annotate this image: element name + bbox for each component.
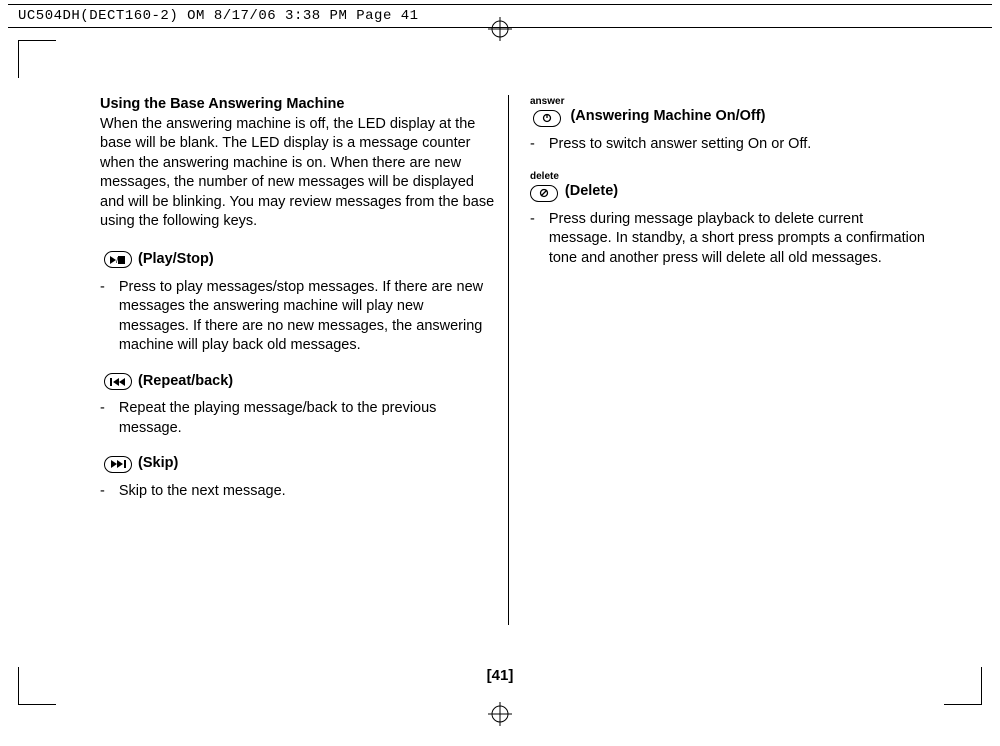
delete-key: delete (Delete) [530,170,925,202]
skip-label: (Skip) [138,454,178,474]
play-stop-label: (Play/Stop) [138,250,214,270]
repeat-back-label: (Repeat/back) [138,372,233,392]
play-stop-desc: Press to play messages/stop messages. If… [115,278,495,356]
play-stop-icon: / [104,251,132,268]
section-title: Using the Base Answering Machine [100,96,344,112]
intro-text: When the answering machine is off, the L… [100,116,494,230]
repeat-back-desc: Repeat the playing message/back to the p… [115,399,495,438]
answer-top-label: answer [530,95,564,109]
skip-icon [104,456,132,473]
play-stop-key: / (Play/Stop) [104,250,495,270]
delete-label: (Delete) [565,182,618,202]
page-content: Using the Base Answering Machine When th… [100,95,940,646]
page-number: [41] [0,667,1000,684]
delete-icon [530,185,558,202]
answer-desc: Press to switch answer setting On or Off… [545,135,925,155]
repeat-back-icon [104,373,132,390]
registration-mark-bottom [488,702,512,726]
column-divider [508,95,509,625]
delete-top-label: delete [530,170,559,184]
registration-mark-top [488,17,512,41]
answer-icon [533,110,561,127]
answer-key: answer (Answering Machine On/Off) [530,95,925,127]
left-column: Using the Base Answering Machine When th… [100,95,495,518]
right-column: answer (Answering Machine On/Off) -Press… [530,95,925,284]
answer-label: (Answering Machine On/Off) [570,107,765,127]
delete-desc: Press during message playback to delete … [545,210,925,269]
skip-key: (Skip) [104,454,495,474]
repeat-back-key: (Repeat/back) [104,372,495,392]
doc-header: UC504DH(DECT160-2) OM 8/17/06 3:38 PM Pa… [18,8,419,24]
skip-desc: Skip to the next message. [115,482,495,502]
